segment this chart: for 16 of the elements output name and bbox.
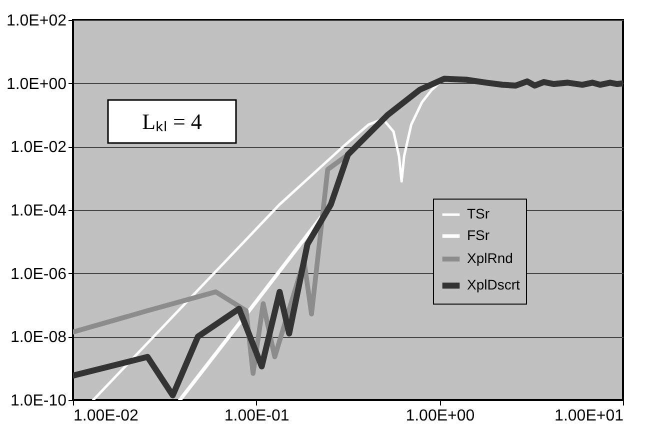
x-tick-label: 1.00E-01: [224, 408, 290, 424]
x-tick-label: 1.00E-02: [74, 408, 139, 424]
y-tick-label: 1.0E-02: [10, 139, 67, 156]
legend-label: XplDscrt: [467, 276, 520, 293]
y-tick-label: 1.0E+00: [6, 76, 67, 93]
y-tick-label: 1.0E-08: [10, 329, 67, 346]
legend-label: XplRnd: [467, 250, 513, 266]
x-tick-label: 1.00E+01: [554, 408, 624, 424]
y-tick-label: 1.0E+02: [6, 12, 67, 30]
y-tick-label: 1.0E-04: [10, 202, 67, 220]
annotation: Lₖₗ = 4: [142, 109, 202, 134]
y-tick-label: 1.0E-10: [10, 392, 67, 410]
legend-label: FSr: [467, 227, 490, 244]
y-tick-label: 1.0E-06: [10, 266, 67, 283]
x-tick-label: 1.00E+00: [406, 408, 475, 424]
legend-label: TSr: [467, 206, 490, 222]
